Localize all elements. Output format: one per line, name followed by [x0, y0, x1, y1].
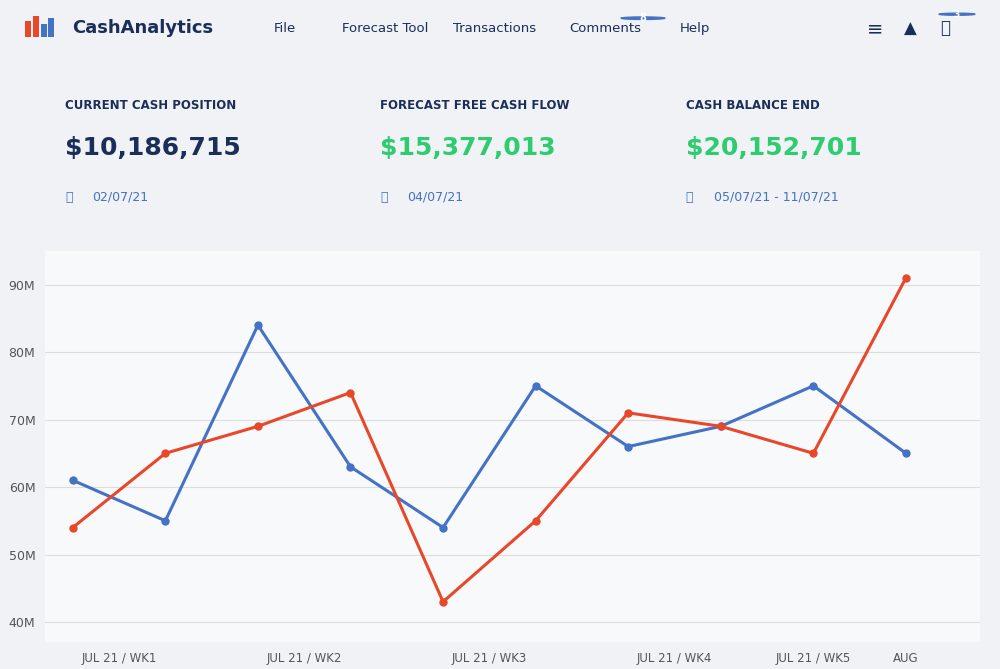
Bar: [33, 15, 39, 37]
Text: 3: 3: [954, 10, 960, 19]
Text: ▲: ▲: [904, 19, 916, 37]
Text: 05/07/21 - 11/07/21: 05/07/21 - 11/07/21: [714, 191, 838, 204]
Text: 🔔: 🔔: [940, 19, 950, 37]
Text: 📅: 📅: [380, 191, 387, 204]
Text: CASH BALANCE END: CASH BALANCE END: [686, 98, 819, 112]
Text: $10,186,715: $10,186,715: [65, 136, 241, 161]
Text: Comments: Comments: [569, 22, 641, 35]
Text: 📅: 📅: [686, 191, 693, 204]
Bar: [25, 21, 31, 37]
Text: CashAnalytics: CashAnalytics: [72, 19, 213, 37]
Text: 04/07/21: 04/07/21: [407, 191, 463, 204]
Bar: [41, 24, 47, 37]
Circle shape: [621, 17, 665, 19]
Text: Forecast Tool: Forecast Tool: [342, 22, 428, 35]
Text: 8: 8: [640, 13, 646, 23]
Y-axis label: $ USD: $ USD: [0, 427, 2, 466]
Text: $15,377,013: $15,377,013: [380, 136, 556, 161]
Text: File: File: [274, 22, 296, 35]
Text: ≡: ≡: [867, 19, 883, 38]
Text: CURRENT CASH POSITION: CURRENT CASH POSITION: [65, 98, 236, 112]
Text: 📅: 📅: [65, 191, 72, 204]
Text: Transactions: Transactions: [453, 22, 537, 35]
Text: FORECAST FREE CASH FLOW: FORECAST FREE CASH FLOW: [380, 98, 569, 112]
Bar: [48, 19, 54, 37]
Text: Help: Help: [680, 22, 710, 35]
Circle shape: [939, 13, 975, 15]
Text: $20,152,701: $20,152,701: [686, 136, 861, 161]
Text: 02/07/21: 02/07/21: [92, 191, 148, 204]
